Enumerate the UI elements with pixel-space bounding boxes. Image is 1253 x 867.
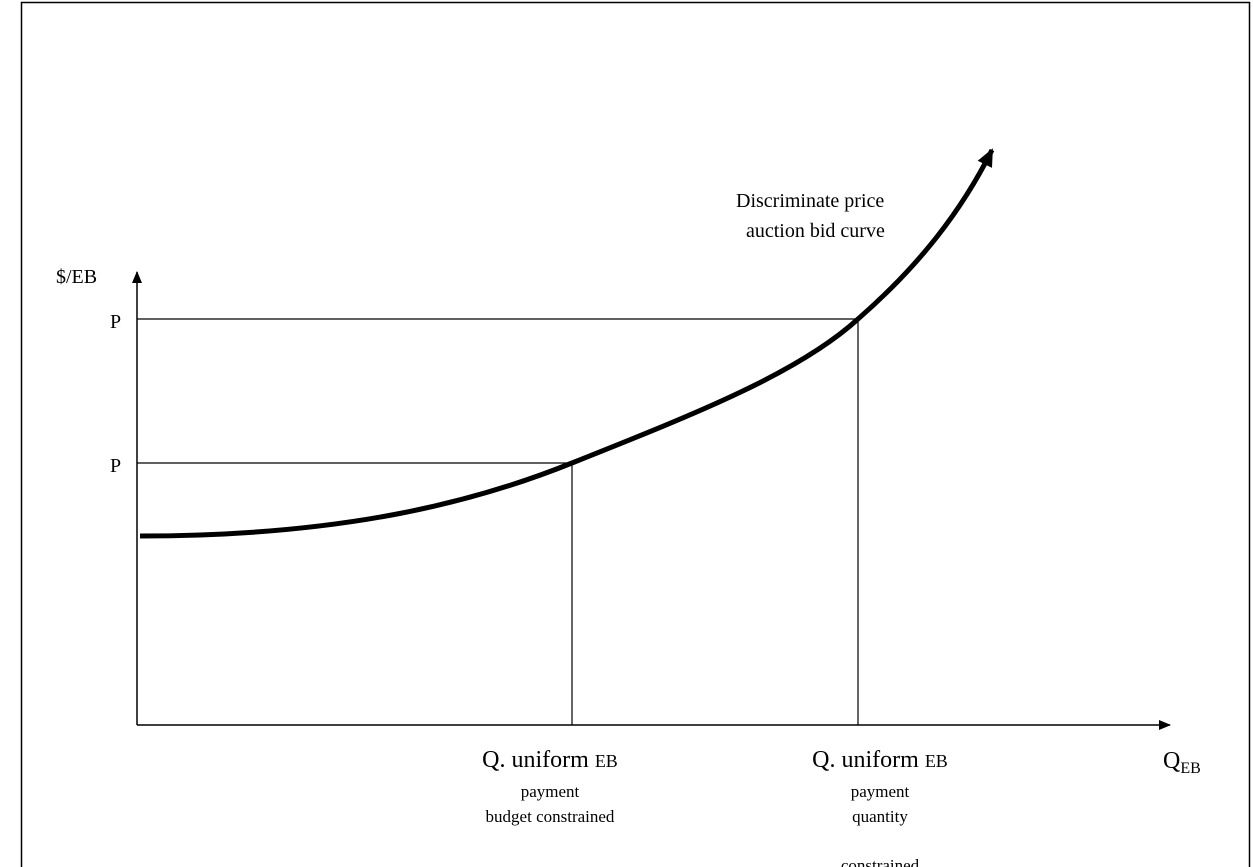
x-axis-label-sub: EB	[1180, 760, 1200, 777]
quantity-label: Q. uniform EB	[812, 747, 948, 773]
x-axis-label-main: Q	[1163, 748, 1180, 774]
quantity-note: quantity	[852, 807, 908, 826]
quantity-sub: EB	[595, 751, 618, 771]
quantity-label: Q. uniform EB	[482, 747, 618, 773]
bid-curve	[139, 148, 995, 539]
quantity-note: constrained	[841, 856, 920, 867]
quantity-sub: EB	[925, 751, 948, 771]
price-label: P	[110, 311, 121, 333]
quantity-main: Q. uniform	[482, 747, 595, 773]
guide-lower	[137, 462, 573, 725]
x-axis-label: QEB	[1163, 748, 1201, 777]
quantity-note: payment	[521, 782, 580, 801]
quantity-note: payment	[851, 782, 910, 801]
quantity-main: Q. uniform	[812, 747, 925, 773]
y-axis-label: $/EB	[56, 266, 97, 288]
curve-label: Discriminate price	[736, 190, 884, 212]
quantity-note: budget constrained	[486, 807, 615, 826]
frame	[20, 1, 1251, 867]
price-label: P	[110, 455, 121, 477]
curve-label: auction bid curve	[746, 220, 885, 242]
guide-upper	[137, 318, 859, 725]
